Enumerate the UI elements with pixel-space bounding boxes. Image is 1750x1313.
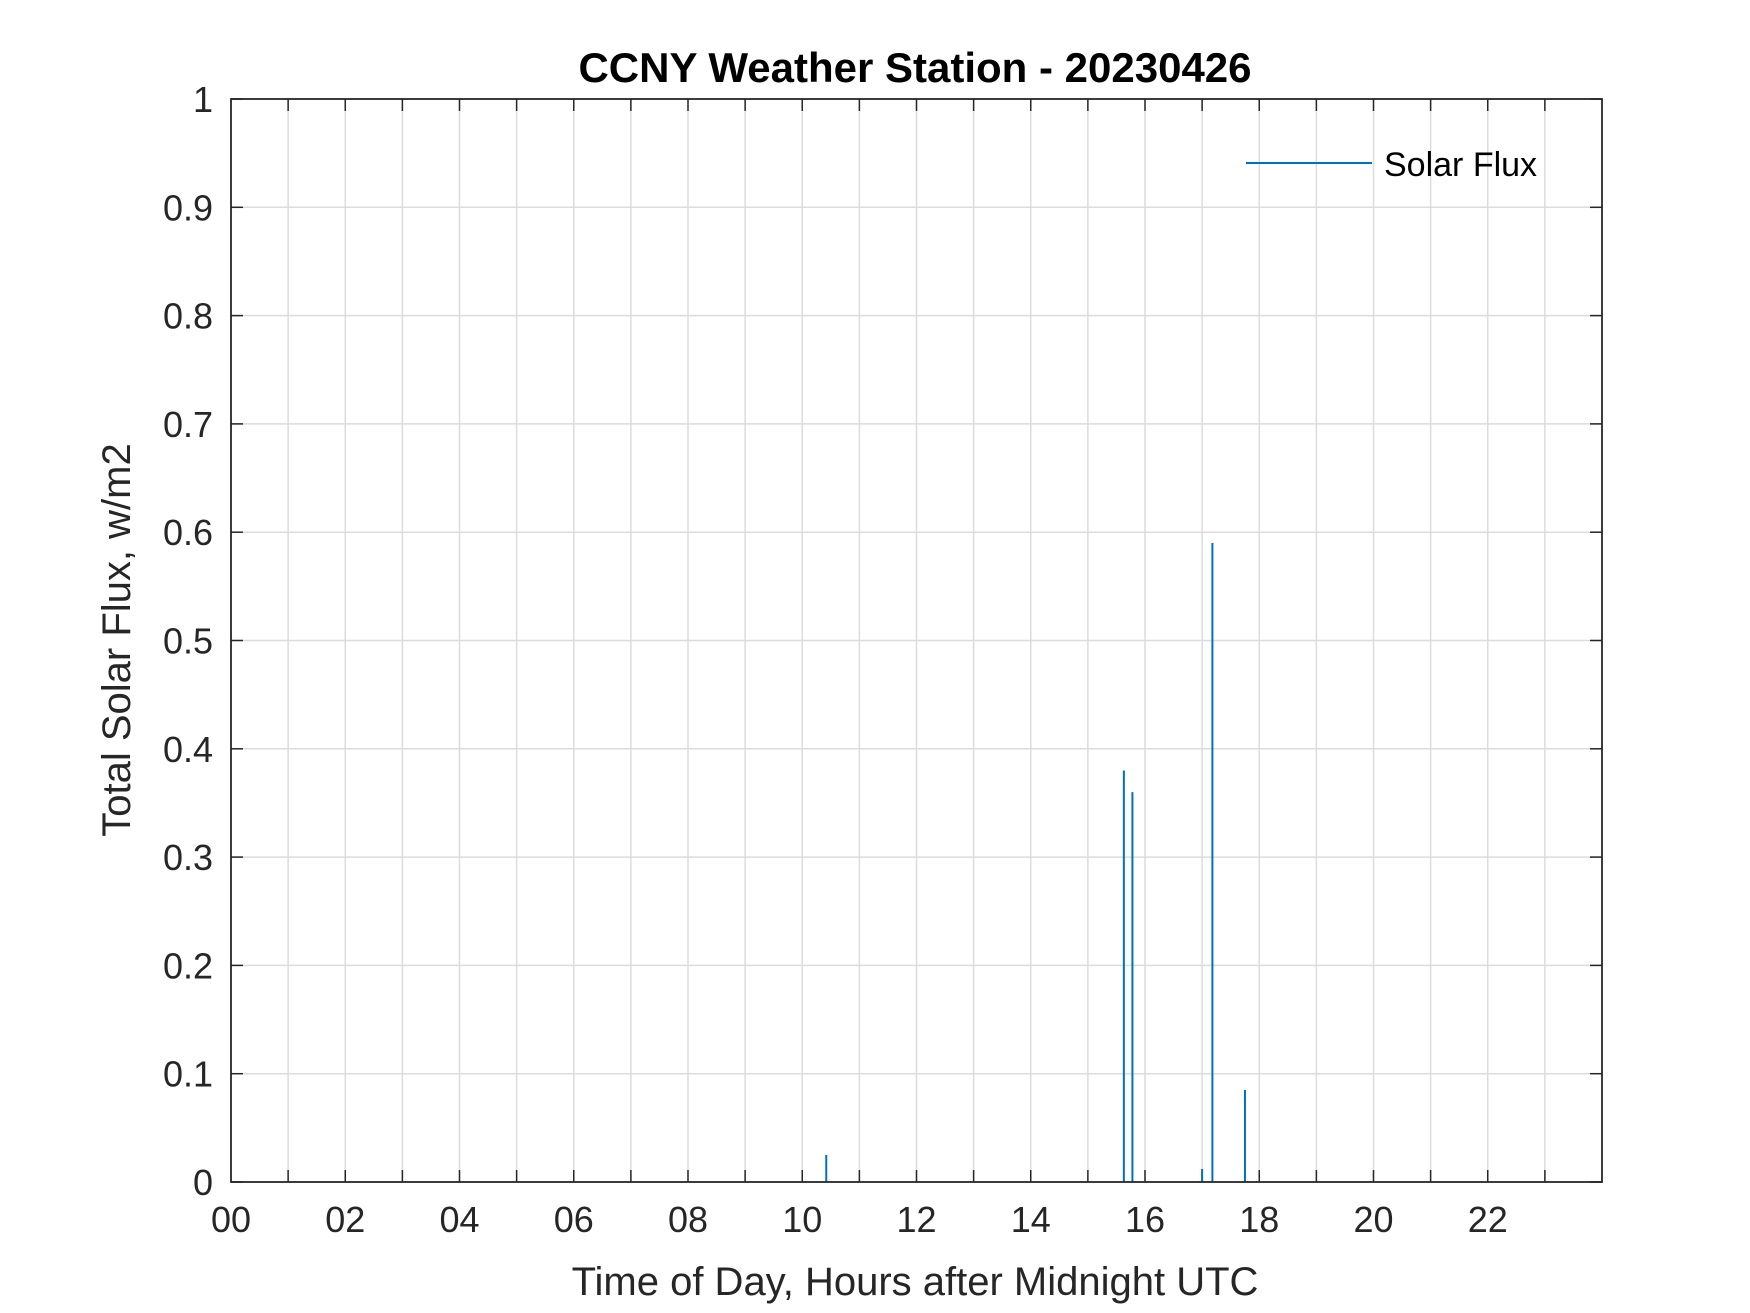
y-tick-label: 0 bbox=[193, 1162, 213, 1203]
legend-label-solar-flux: Solar Flux bbox=[1384, 146, 1537, 184]
y-tick-label: 1 bbox=[193, 79, 213, 120]
y-tick-label: 0.9 bbox=[163, 187, 213, 228]
x-tick-label: 12 bbox=[896, 1199, 936, 1240]
x-tick-label: 14 bbox=[1011, 1199, 1051, 1240]
x-tick-label: 16 bbox=[1125, 1199, 1165, 1240]
chart-title: CCNY Weather Station - 20230426 bbox=[578, 44, 1251, 91]
y-tick-label: 0.7 bbox=[163, 404, 213, 445]
x-tick-label: 18 bbox=[1239, 1199, 1279, 1240]
x-tick-label: 10 bbox=[782, 1199, 822, 1240]
x-tick-labels: 00 02 04 06 08 10 12 14 16 18 20 22 bbox=[211, 1199, 1508, 1240]
y-tick-labels: 0 0.1 0.2 0.3 0.4 0.5 0.6 0.7 0.8 0.9 1 bbox=[163, 79, 213, 1203]
series-solar-flux bbox=[825, 543, 1246, 1182]
y-tick-label: 0.1 bbox=[163, 1054, 213, 1095]
x-tick-label: 22 bbox=[1468, 1199, 1508, 1240]
x-tick-label: 00 bbox=[211, 1199, 251, 1240]
x-tick-label: 04 bbox=[439, 1199, 479, 1240]
x-axis-label: Time of Day, Hours after Midnight UTC bbox=[572, 1260, 1259, 1304]
axis-ticks bbox=[231, 98, 1602, 1183]
y-tick-label: 0.2 bbox=[163, 945, 213, 986]
x-tick-label: 02 bbox=[325, 1199, 365, 1240]
y-tick-label: 0.3 bbox=[163, 837, 213, 878]
y-tick-label: 0.8 bbox=[163, 296, 213, 337]
plot-area-frame bbox=[230, 98, 1603, 1183]
y-tick-label: 0.4 bbox=[163, 729, 213, 770]
legend: Solar Flux bbox=[1246, 146, 1537, 184]
y-tick-label: 0.5 bbox=[163, 621, 213, 662]
x-tick-label: 20 bbox=[1353, 1199, 1393, 1240]
grid-lines bbox=[231, 99, 1602, 1182]
y-axis-label: Total Solar Flux, w/m2 bbox=[95, 443, 139, 836]
x-tick-label: 06 bbox=[554, 1199, 594, 1240]
y-tick-label: 0.6 bbox=[163, 512, 213, 553]
x-tick-label: 08 bbox=[668, 1199, 708, 1240]
